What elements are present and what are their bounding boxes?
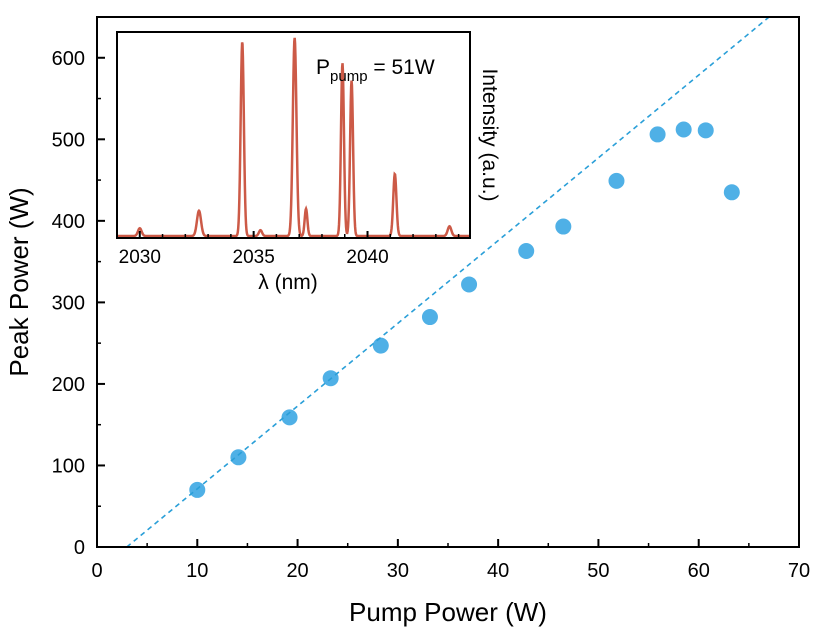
x-tick-label: 60 bbox=[688, 560, 710, 582]
inset-x-tick-label: 2040 bbox=[346, 247, 388, 268]
y-tick-label: 200 bbox=[52, 374, 85, 396]
linear-fit-line bbox=[126, 16, 770, 548]
main-y-axis-title: Peak Power (W) bbox=[4, 187, 34, 376]
data-point bbox=[723, 184, 740, 201]
inset-spectrum-line bbox=[117, 37, 470, 238]
inset-x-tick-label: 2035 bbox=[233, 247, 275, 268]
y-tick-label: 400 bbox=[52, 211, 85, 233]
annotation-subscript: pump bbox=[330, 68, 368, 85]
data-point bbox=[461, 276, 478, 293]
data-point bbox=[189, 481, 206, 498]
inset-frame bbox=[116, 31, 471, 239]
data-point bbox=[372, 337, 389, 354]
data-point bbox=[421, 309, 438, 326]
x-tick-label: 30 bbox=[387, 560, 409, 582]
x-tick-label: 70 bbox=[788, 560, 810, 582]
main-plot-frame bbox=[96, 16, 800, 548]
inset-y-axis-title: Intensity (a.u.) bbox=[478, 68, 501, 201]
y-tick-label: 500 bbox=[52, 129, 85, 151]
x-tick-label: 50 bbox=[587, 560, 609, 582]
x-tick-label: 20 bbox=[286, 560, 308, 582]
inset-pump-annotation: Ppump = 51W bbox=[316, 56, 435, 85]
annotation-value: = 51W bbox=[368, 56, 435, 79]
inset-x-tick-label: 2030 bbox=[119, 247, 161, 268]
inset-plot: 2030 2035 2040 λ (nm) Intensity (a.u.) Ppu… bbox=[116, 31, 501, 294]
data-point bbox=[281, 409, 298, 426]
y-tick-label: 300 bbox=[52, 292, 85, 314]
data-point bbox=[649, 126, 666, 143]
data-point bbox=[518, 243, 535, 260]
y-tick-label: 100 bbox=[52, 455, 85, 477]
data-point bbox=[230, 449, 247, 466]
y-tick-label: 0 bbox=[74, 537, 85, 559]
inset-x-axis-title: λ (nm) bbox=[258, 271, 318, 294]
main-x-ticks: 0 10 20 30 40 50 60 70 bbox=[91, 539, 810, 582]
y-tick-label: 600 bbox=[52, 48, 85, 70]
x-tick-label: 10 bbox=[186, 560, 208, 582]
inset-x-ticks: 2030 2035 2040 bbox=[116, 231, 460, 268]
x-tick-label: 40 bbox=[487, 560, 509, 582]
main-data-points bbox=[189, 121, 740, 498]
data-point bbox=[608, 172, 625, 189]
data-point bbox=[675, 121, 692, 138]
x-tick-label: 0 bbox=[91, 560, 102, 582]
annotation-main: P bbox=[316, 56, 330, 79]
data-point bbox=[697, 122, 714, 139]
data-point bbox=[555, 218, 572, 235]
main-y-ticks: 0 100 200 300 400 500 600 bbox=[52, 48, 105, 559]
main-x-axis-title: Pump Power (W) bbox=[349, 597, 547, 627]
